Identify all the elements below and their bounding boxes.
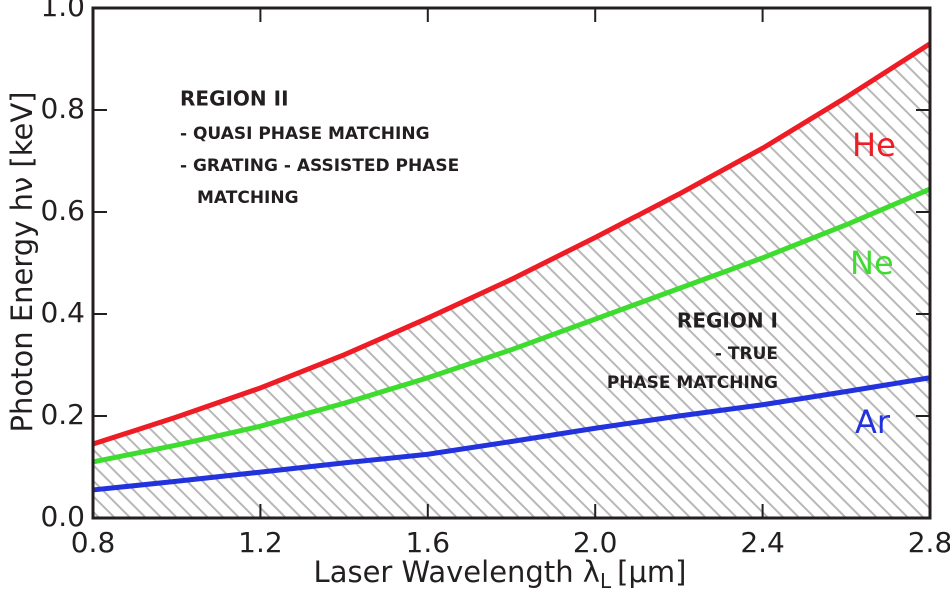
- x-tick-label: 2.4: [740, 526, 785, 559]
- annotation: PHASE MATCHING: [607, 373, 778, 393]
- x-label-main: Laser Wavelength λ: [314, 555, 600, 589]
- series-label: Ne: [850, 244, 894, 282]
- series-label: Ar: [855, 403, 891, 441]
- x-tick-label: 2.0: [573, 526, 618, 559]
- x-tick-label: 2.8: [908, 526, 950, 559]
- annotation: - QUASI PHASE MATCHING: [180, 124, 430, 144]
- y-tick-label: 0.4: [40, 296, 85, 329]
- y-tick-label: 0.2: [40, 398, 85, 431]
- y-tick-label: 0.0: [40, 500, 85, 533]
- y-tick-label: 0.8: [40, 92, 85, 125]
- y-axis-label: Photon Energy hν [keV]: [5, 92, 39, 433]
- x-tick-label: 0.8: [71, 526, 116, 559]
- annotation: REGION II: [180, 87, 289, 111]
- x-label-sub: L: [600, 569, 612, 593]
- x-tick-label: 1.2: [238, 526, 283, 559]
- series-line: [92, 375, 931, 493]
- series-line: [92, 41, 932, 447]
- plot-frame: [91, 6, 932, 520]
- annotation: MATCHING: [197, 188, 299, 208]
- annotation: - TRUE: [715, 344, 778, 364]
- series-label: He: [852, 126, 896, 164]
- x-label-unit: [μm]: [617, 555, 686, 589]
- series-line: [92, 186, 931, 465]
- annotation: - GRATING - ASSISTED PHASE: [180, 156, 459, 176]
- y-tick-label: 0.6: [40, 194, 85, 227]
- x-tick-label: 1.6: [406, 526, 451, 559]
- x-axis-label: Laser Wavelength λL [μm]: [314, 555, 687, 593]
- y-tick-label: 1.0: [40, 0, 85, 23]
- annotation: REGION I: [677, 309, 778, 333]
